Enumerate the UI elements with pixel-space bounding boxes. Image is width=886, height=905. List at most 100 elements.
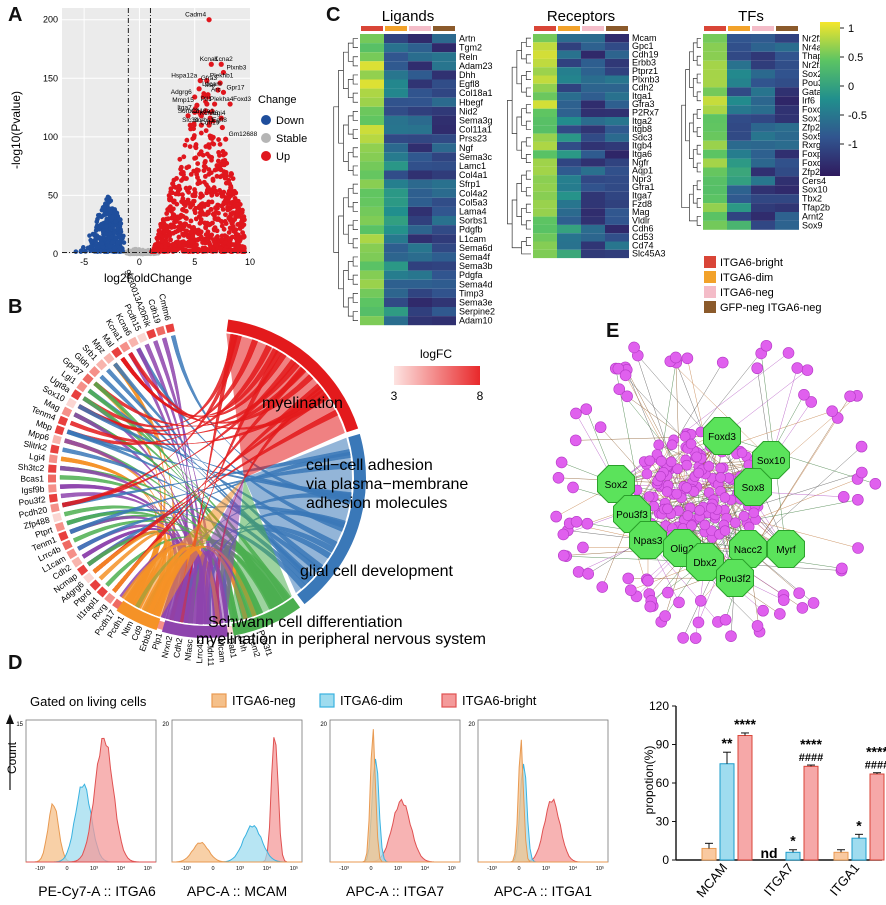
heatmap-cell (384, 115, 408, 125)
chord-gene-block (76, 381, 88, 393)
network-target-node (844, 390, 856, 403)
heatmap-colorbar (820, 22, 840, 176)
count-axis (6, 714, 14, 790)
network-target-node (686, 520, 697, 531)
network-target-node (581, 517, 594, 530)
network-edge (575, 435, 723, 441)
volcano-legend-entry: Down (276, 115, 304, 127)
group-legend-label: ITGA6-neg (720, 287, 774, 299)
heatmap-cell (581, 166, 605, 176)
heatmap-row-label: Sema3b (459, 261, 493, 271)
volcano-point-up (201, 168, 207, 173)
heatmap-cell (408, 34, 432, 44)
heatmap-cell (360, 34, 384, 44)
chord-gene-label: Dab1 (226, 637, 239, 659)
heatmap-cell (360, 143, 384, 153)
heatmap-cell (360, 52, 384, 62)
volcano-thresholds (62, 8, 250, 254)
heatmap-cell (408, 97, 432, 107)
heatmap-cell (533, 175, 557, 184)
volcano-point-up (157, 233, 163, 238)
volcano-point-up (173, 229, 178, 235)
chord-gene-block (95, 359, 108, 371)
colorbar-tick-label: -1 (848, 139, 858, 151)
heatmap-group-bar (582, 26, 604, 31)
volcano-y-ticks: 0 50 100 150 200 (43, 15, 58, 259)
volcano-point-down (105, 194, 111, 200)
volcano-point-up (209, 155, 215, 160)
volcano-point-down (109, 234, 114, 240)
heatmap-cell (533, 125, 557, 134)
chord-gene-block (66, 548, 78, 560)
heatmap-cell (605, 117, 629, 126)
heatmap-cell (557, 183, 581, 192)
bar-significance: ** (722, 735, 733, 751)
heatmap-title: Ligands (382, 8, 435, 25)
heatmap-row-label: Rxrg (802, 140, 821, 150)
heatmap-cell (384, 243, 408, 253)
heatmap-row-label: Cdh2 (632, 83, 654, 93)
heatmap-cell (775, 194, 799, 204)
heatmap-row-label: Cdh6 (632, 224, 654, 234)
heatmap-cell (408, 225, 432, 235)
chord-gene-block (155, 325, 166, 336)
flow-y-top: 20 (320, 722, 327, 728)
volcano-point-stable (135, 248, 141, 253)
chord-gene-label: Lgi4 (29, 451, 46, 463)
heatmap-cell (775, 140, 799, 150)
heatmap-row-label: Itga6 (632, 149, 652, 159)
volcano-point-up (228, 185, 233, 191)
heatmap-cell (751, 60, 775, 70)
volcano-point-up (169, 242, 175, 248)
bar (869, 773, 885, 861)
network-hub-label: Pou3f2 (719, 574, 751, 585)
volcano-labeled-point (192, 94, 198, 100)
heatmap-row-label: Reln (459, 52, 478, 62)
heatmap-cell (581, 233, 605, 242)
heatmap-cell (360, 188, 384, 198)
volcano-point-up (197, 205, 203, 211)
heatmap-row-label: Gfra1 (632, 182, 655, 192)
heatmap-row-label: Lamc1 (459, 161, 486, 171)
heatmap-cell (408, 234, 432, 244)
chord-gene-block (70, 389, 82, 401)
heatmap-row-label: Artn (459, 34, 476, 44)
network-target-node (852, 493, 864, 506)
volcano-point-up (208, 109, 214, 115)
heatmap-cell (384, 52, 408, 62)
volcano-point-up (198, 217, 204, 222)
volcano-x-tick: 10 (245, 257, 255, 267)
flow-panel: Gated on living cells ITGA6-neg ITGA6-dim… (5, 693, 886, 900)
volcano-point-up (184, 176, 189, 181)
network-target-node (681, 482, 692, 493)
heatmap-row-label: Sox10 (802, 185, 828, 195)
heatmap-cell (775, 212, 799, 221)
heatmap-row-label: Mag (632, 207, 650, 217)
volcano-labeled-point (204, 101, 210, 107)
volcano-gene-label: Plekha4 (210, 96, 234, 103)
heatmap-cell (360, 297, 384, 307)
heatmap-row-label: Egfl8 (459, 79, 480, 89)
volcano-labeled-point (227, 101, 233, 107)
heatmap-cell (408, 88, 432, 98)
volcano-labeled-point (220, 89, 227, 95)
panel-letter-e: E (606, 320, 620, 342)
heatmap-cell (775, 60, 799, 70)
heatmap-cell (557, 125, 581, 134)
volcano-point-up (175, 239, 181, 245)
volcano-point-up (213, 242, 219, 248)
volcano-point-up (213, 205, 219, 211)
heatmap-cell (605, 166, 629, 176)
chord-gene-block (119, 341, 131, 353)
heatmap-cell (557, 50, 581, 59)
network-target-node (751, 620, 764, 632)
network-target-node (757, 604, 769, 617)
volcano-point-up (183, 215, 189, 221)
heatmap-cell (360, 216, 384, 226)
flow-x-tick: 10⁵ (596, 865, 604, 872)
heatmap-row-label: Col5a3 (459, 197, 488, 207)
heatmap-cell (384, 170, 408, 180)
chord-gene-block (52, 434, 62, 445)
network-target-node (869, 477, 882, 490)
heatmap-row-label: Zfp219 (802, 167, 830, 177)
